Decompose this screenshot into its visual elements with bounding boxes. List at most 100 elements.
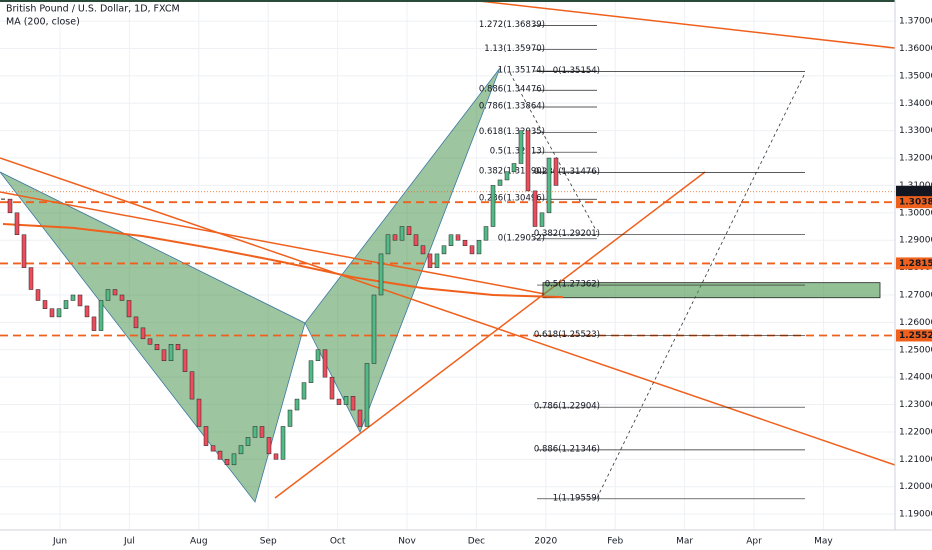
candle <box>182 349 188 372</box>
y-tick-label: 1.37000 <box>899 17 932 27</box>
candle <box>364 363 370 427</box>
top-border <box>0 0 895 2</box>
candle <box>287 409 293 427</box>
x-tick-label: Dec <box>468 537 485 547</box>
zone <box>542 282 881 299</box>
candle <box>322 349 328 378</box>
x-tick-label: Oct <box>330 537 346 547</box>
candle <box>231 453 237 466</box>
candle <box>385 234 391 255</box>
price-tag <box>896 329 932 342</box>
candle <box>469 245 475 255</box>
y-tick-label: 1.22000 <box>899 427 932 437</box>
trend-line <box>469 0 896 49</box>
candle <box>532 190 538 227</box>
y-tick-label: 1.34000 <box>899 99 932 109</box>
candle <box>175 344 181 351</box>
y-tick-label: 1.20000 <box>899 482 932 492</box>
candle <box>511 163 517 172</box>
candle <box>224 459 230 466</box>
candle <box>553 157 559 186</box>
fib-label: 1.272(1.36839) <box>479 20 545 30</box>
x-tick-label: Nov <box>398 537 416 547</box>
candle <box>497 179 503 186</box>
candle <box>308 360 314 383</box>
fib-label: 0(1.29052) <box>498 233 545 243</box>
y-tick-label: 1.29000 <box>899 236 932 246</box>
axis-labels: 1.37000 1.36000 1.35000 1.34000 1.33000 1.320… <box>52 17 932 547</box>
candle <box>84 305 90 318</box>
symbol-title: British Pound / U.S. Dollar, 1D, FXCM <box>6 4 180 15</box>
fib-label: 0.886(1.34476) <box>479 85 545 95</box>
y-tick-label: 1.21000 <box>899 455 932 465</box>
candle <box>259 426 265 438</box>
y-tick-label: 1.32000 <box>899 154 932 164</box>
candle <box>56 308 62 318</box>
candle <box>483 226 489 241</box>
candle <box>329 376 335 400</box>
candle <box>392 234 398 241</box>
candle <box>420 245 426 255</box>
candle <box>455 234 461 241</box>
price-tag <box>896 185 932 198</box>
candle <box>238 445 244 455</box>
y-tick-label: 1.30000 <box>899 208 932 218</box>
candle <box>210 445 216 452</box>
trend-line <box>274 171 706 499</box>
y-tick-label: 1.36000 <box>899 44 932 54</box>
candle <box>133 316 139 329</box>
y-tick-label: 1.27000 <box>899 290 932 300</box>
candle <box>448 234 454 246</box>
fib-label: 1(1.19559) <box>553 493 600 503</box>
candle <box>7 198 13 214</box>
candle <box>350 396 356 411</box>
candle <box>280 426 286 460</box>
fib-label: 0.786(1.33864) <box>479 101 545 111</box>
candle <box>140 327 146 340</box>
candle <box>266 437 272 455</box>
fib-label: 0.886(1.21346) <box>534 444 600 454</box>
candle <box>35 289 41 301</box>
price-tag-label: 1.30389 <box>899 198 932 208</box>
fib-label: 0.786(1.22904) <box>534 402 600 412</box>
candle <box>504 171 510 181</box>
price-tag-label: 1.30770 <box>899 187 932 197</box>
candle <box>301 382 307 400</box>
candle <box>42 300 48 309</box>
candle <box>441 245 447 255</box>
candle <box>399 226 405 241</box>
price-tag <box>896 257 932 270</box>
candle <box>546 157 552 214</box>
candle <box>119 294 125 301</box>
candle <box>63 300 69 309</box>
candle <box>168 344 174 361</box>
fib-label: 0.5(1.32213) <box>490 147 545 157</box>
candle <box>476 239 482 255</box>
candle <box>147 338 153 345</box>
candle <box>427 253 433 268</box>
fib-label: 0.5(1.27362) <box>545 280 600 290</box>
y-tick-label: 1.24000 <box>899 373 932 383</box>
candle <box>357 409 363 427</box>
x-tick-label: Apr <box>746 537 762 547</box>
x-tick-label: Sep <box>260 537 277 547</box>
pattern-shape <box>0 171 306 503</box>
trend-line <box>0 157 896 466</box>
candle <box>518 130 524 164</box>
candle <box>378 253 384 296</box>
candle <box>371 294 377 364</box>
candle <box>525 130 531 192</box>
plot: 1.272(1.36839) 1.13(1.35970) 1(1.35174) 0.8… <box>0 20 895 503</box>
trend-line <box>0 191 546 295</box>
candle <box>336 398 342 405</box>
y-tick-label: 1.23000 <box>899 400 932 410</box>
candle <box>406 226 412 235</box>
candle <box>14 212 20 235</box>
y-tick-label: 1.33000 <box>899 126 932 136</box>
candle <box>462 239 468 246</box>
candle <box>413 234 419 246</box>
candle <box>28 267 34 290</box>
candle <box>70 294 76 301</box>
